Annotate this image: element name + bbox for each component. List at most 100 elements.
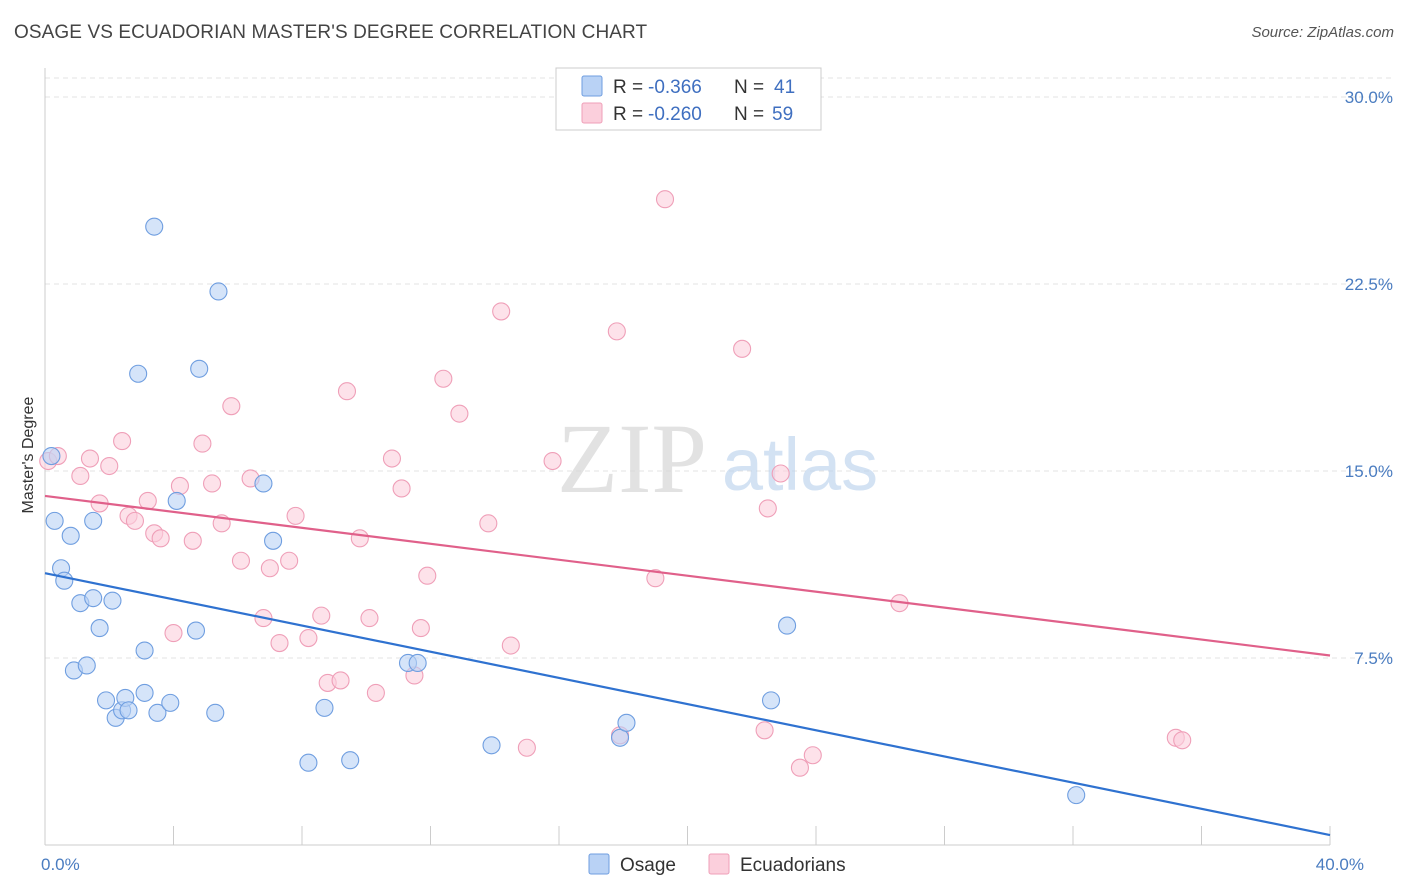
point-ecuadorians <box>222 397 241 416</box>
point-osage <box>209 282 228 301</box>
series-ecuadorians <box>39 190 1192 777</box>
chart-title: OSAGE VS ECUADORIAN MASTER'S DEGREE CORR… <box>14 22 648 43</box>
point-osage <box>186 621 206 640</box>
point-ecuadorians <box>80 449 100 468</box>
point-ecuadorians <box>270 633 289 653</box>
legend-n-label-osage: N = <box>734 77 764 98</box>
point-ecuadorians <box>113 432 132 451</box>
point-osage <box>254 474 273 493</box>
point-osage <box>264 531 283 550</box>
point-ecuadorians <box>758 499 777 518</box>
point-ecuadorians <box>100 456 119 476</box>
point-ecuadorians <box>1173 731 1192 750</box>
point-ecuadorians <box>312 606 331 625</box>
point-ecuadorians <box>260 559 279 578</box>
point-ecuadorians <box>392 479 411 498</box>
point-osage <box>55 571 74 590</box>
point-ecuadorians <box>501 636 520 655</box>
point-ecuadorians <box>607 322 626 341</box>
x-tick-label: 0.0% <box>41 855 80 874</box>
point-ecuadorians <box>203 474 222 493</box>
point-ecuadorians <box>331 671 350 690</box>
watermark-atlas: atlas <box>722 423 878 506</box>
point-ecuadorians <box>450 404 469 423</box>
point-osage <box>610 728 630 747</box>
series-osage <box>42 217 1086 805</box>
point-osage <box>167 491 186 510</box>
point-ecuadorians <box>492 302 511 321</box>
point-ecuadorians <box>411 619 430 638</box>
point-osage <box>77 656 96 675</box>
point-osage <box>84 511 103 530</box>
bottom-legend: Osage Ecuadorians <box>588 853 846 876</box>
point-ecuadorians <box>280 551 299 570</box>
legend-swatch-ecuadorians <box>581 102 603 124</box>
x-tick-label: 40.0% <box>1316 855 1364 874</box>
point-osage <box>84 589 103 608</box>
bottom-legend-label-osage: Osage <box>620 855 676 876</box>
point-ecuadorians <box>366 683 385 702</box>
point-osage <box>45 511 64 530</box>
legend-n-value-osage: 41 <box>774 77 795 98</box>
point-osage <box>206 703 225 722</box>
tick-labels: 7.5% 15.0% 22.5% 30.0% 0.0% 40.0% <box>41 88 1393 874</box>
point-ecuadorians <box>803 746 822 765</box>
point-osage <box>161 693 180 712</box>
point-ecuadorians <box>183 531 202 550</box>
point-ecuadorians <box>382 449 402 468</box>
point-ecuadorians <box>337 382 357 401</box>
trend-line-ecuadorians <box>44 494 1331 657</box>
legend-r-value-osage: -0.366 <box>648 77 702 98</box>
point-ecuadorians <box>790 758 809 777</box>
gridlines <box>45 77 1392 659</box>
trend-lines <box>44 494 1331 837</box>
data-points <box>39 190 1192 805</box>
legend-swatch-osage <box>581 75 603 97</box>
point-ecuadorians <box>479 514 498 533</box>
point-osage <box>42 446 61 466</box>
point-osage <box>103 591 122 610</box>
legend: R = -0.366 N = 41 R = -0.260 N = 59 <box>555 67 822 131</box>
point-ecuadorians <box>418 566 437 585</box>
point-osage <box>129 364 148 383</box>
point-osage <box>96 691 116 710</box>
point-ecuadorians <box>646 569 665 588</box>
bottom-legend-swatch-ecuadorians <box>708 853 730 875</box>
point-ecuadorians <box>771 464 790 483</box>
y-axis-title: Master's Degree <box>20 396 37 513</box>
point-ecuadorians <box>350 529 369 548</box>
y-tick-label: 15.0% <box>1345 462 1393 481</box>
point-ecuadorians <box>434 369 453 388</box>
point-osage <box>778 616 797 635</box>
point-ecuadorians <box>231 551 251 570</box>
point-osage <box>315 698 334 717</box>
point-ecuadorians <box>151 529 170 548</box>
point-osage <box>119 701 138 720</box>
legend-r-value-ecuadorians: -0.260 <box>648 104 702 125</box>
point-ecuadorians <box>299 629 318 648</box>
legend-n-value-ecuadorians: 59 <box>772 104 793 125</box>
watermark-zip: ZIP <box>557 403 707 514</box>
point-osage <box>299 753 318 772</box>
point-ecuadorians <box>170 476 189 496</box>
source-note: Source: ZipAtlas.com <box>1251 24 1394 41</box>
point-osage <box>135 683 154 702</box>
y-tick-label: 22.5% <box>1345 275 1393 294</box>
point-osage <box>408 653 427 673</box>
point-osage <box>61 526 80 545</box>
point-osage <box>148 703 167 722</box>
point-osage <box>190 359 209 378</box>
point-ecuadorians <box>71 466 90 486</box>
legend-r-label-osage: R = <box>613 77 643 98</box>
point-ecuadorians <box>543 451 562 471</box>
point-osage <box>761 691 781 710</box>
point-ecuadorians <box>655 190 675 209</box>
point-osage <box>482 736 501 755</box>
point-ecuadorians <box>755 721 774 740</box>
y-tick-label: 7.5% <box>1354 649 1393 668</box>
point-osage <box>1067 786 1086 805</box>
point-ecuadorians <box>360 609 379 628</box>
point-osage <box>90 619 109 638</box>
point-ecuadorians <box>286 506 305 525</box>
